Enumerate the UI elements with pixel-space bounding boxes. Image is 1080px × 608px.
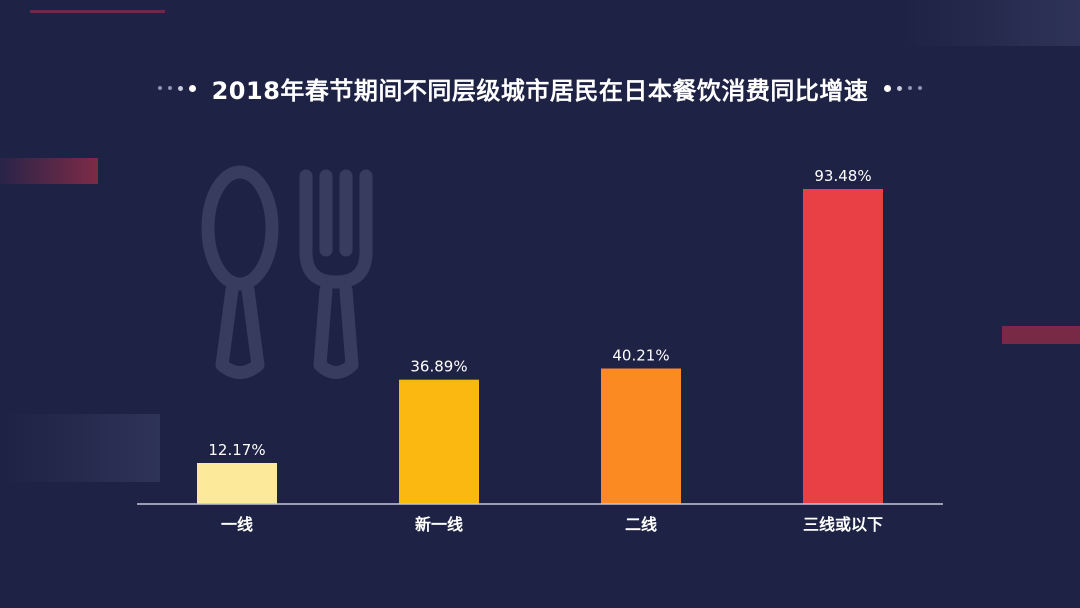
fork-icon (299, 169, 373, 379)
value-label-1: 12.17% (208, 441, 265, 459)
value-label-3: 40.21% (612, 346, 669, 364)
decor-right-red-bar (1002, 326, 1080, 344)
title-dots-left (157, 84, 196, 92)
category-label-3: 二线 (625, 515, 657, 534)
value-label-2: 36.89% (410, 358, 467, 376)
value-label-4: 93.48% (814, 167, 871, 185)
bars-group: 12.17% 一线 36.89% 新一线 40.21% 二线 93.48% 三线或以下 (197, 167, 883, 534)
cutlery-illustration (201, 165, 373, 379)
decor-top-line (30, 10, 165, 13)
chart-title: 2018年春节期间不同层级城市居民在日本餐饮消费同比增速 (211, 76, 869, 105)
bar-1 (197, 462, 277, 504)
category-label-2: 新一线 (415, 515, 463, 534)
bar-2 (399, 379, 479, 504)
bar-4 (803, 188, 883, 504)
title-row: 2018年春节期间不同层级城市居民在日本餐饮消费同比增速 (0, 66, 1080, 110)
decor-left-red-bar (0, 158, 98, 184)
bar-3 (601, 368, 681, 504)
title-dots-right (884, 84, 923, 92)
decor-top-right-glow (900, 0, 1080, 46)
decor-left-gray-panel (0, 414, 160, 482)
spoon-icon (201, 165, 279, 379)
category-label-1: 一线 (221, 515, 253, 534)
category-label-4: 三线或以下 (803, 515, 883, 534)
